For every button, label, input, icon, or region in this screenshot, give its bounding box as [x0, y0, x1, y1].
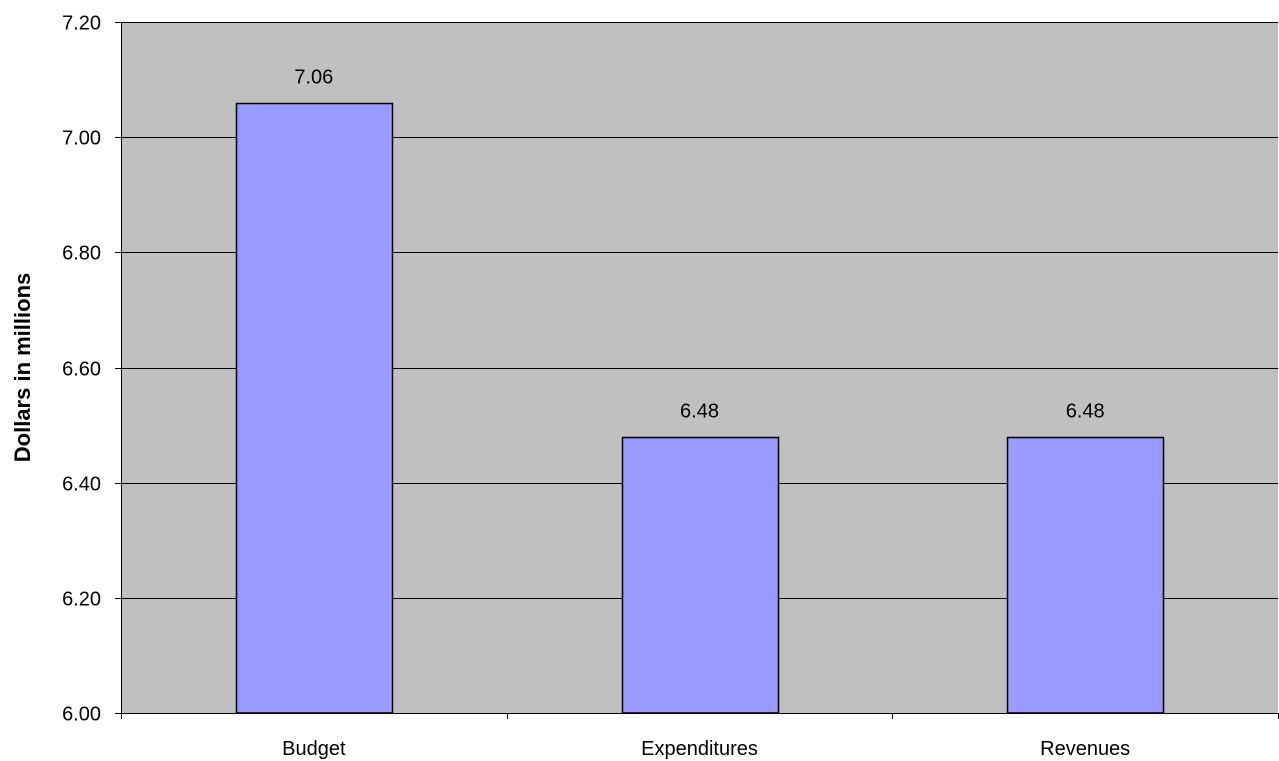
bar-budget [235, 102, 394, 714]
y-tick-label: 6.60 [62, 359, 101, 381]
y-tick-label: 6.20 [62, 589, 101, 611]
bar-revenues [1006, 436, 1165, 714]
data-label-expenditures: 6.48 [680, 401, 719, 423]
data-label-revenues: 6.48 [1066, 401, 1105, 423]
y-axis-title: Dollars in millions [10, 273, 35, 462]
axes [115, 22, 1279, 719]
x-category-label: Revenues [1040, 738, 1130, 760]
labels: 6.00 6.20 6.40 6.60 6.80 7.00 7.20 7.06 Budget 6.… [62, 13, 1130, 761]
x-category-label: Budget [282, 738, 346, 760]
y-tick-label: 6.40 [62, 474, 101, 496]
y-tick-label: 6.00 [62, 704, 101, 726]
y-tick-label: 6.80 [62, 243, 101, 265]
y-tick-label: 7.00 [62, 128, 101, 150]
bars [235, 102, 1165, 714]
y-tick-label: 7.20 [62, 13, 101, 35]
data-label-budget: 7.06 [294, 67, 333, 89]
x-category-label: Expenditures [641, 738, 758, 760]
bar-expenditures [621, 436, 780, 714]
